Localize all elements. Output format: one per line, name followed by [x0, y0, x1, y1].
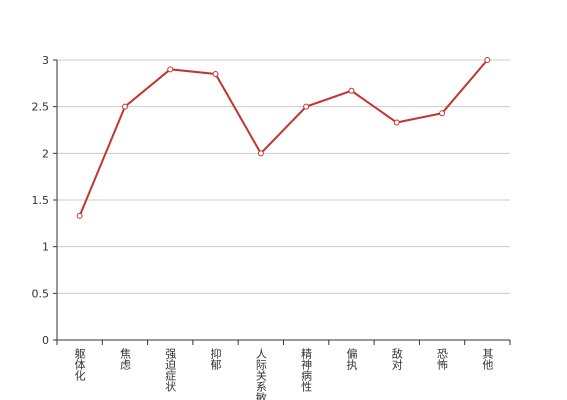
y-tick-label: 1 [42, 241, 49, 254]
point [393, 119, 400, 126]
line [78, 59, 489, 217]
x-tick-label: 抑郁 [209, 347, 222, 370]
x-tick-label: 敌对 [390, 347, 403, 370]
point [348, 87, 355, 94]
x-tick-label: 躯体化 [73, 348, 86, 382]
point [167, 66, 174, 73]
point [484, 57, 491, 63]
x-tick-label: 人际关系敏感 [254, 348, 267, 400]
x-tick-label: 偏执 [345, 347, 358, 371]
point [303, 103, 310, 110]
y-tick-label: 2.5 [32, 101, 50, 114]
point [212, 71, 219, 77]
point [121, 103, 128, 110]
y-tick-label: 1.5 [32, 194, 50, 207]
y-tick-label: 0 [42, 334, 49, 347]
x-tick-label: 焦虑 [118, 348, 131, 370]
x-tick-label: 强迫症状 [164, 348, 177, 392]
point [76, 212, 83, 219]
y-tick-label: 3 [42, 54, 49, 67]
x-tick-label: 恐怖 [436, 348, 449, 370]
y-tick-label: 2 [42, 147, 49, 160]
x-tick-label: 精神病性 [300, 348, 313, 393]
y-tick-label: 0.5 [32, 287, 50, 300]
x-tick-label: 其他 [481, 348, 494, 370]
point [257, 150, 264, 157]
point [439, 110, 446, 117]
